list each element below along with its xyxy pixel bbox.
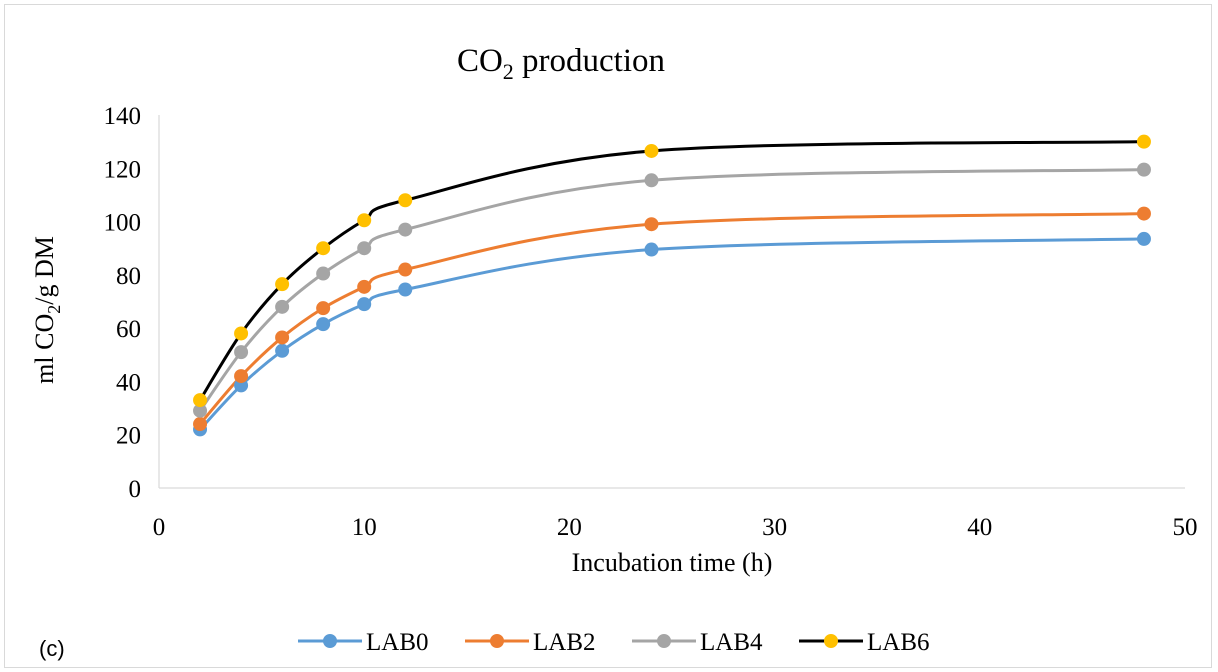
- legend-marker-lab6: [824, 634, 838, 648]
- data-point-lab0: [644, 242, 659, 257]
- data-point-lab4: [316, 266, 331, 281]
- data-point-lab4: [398, 222, 413, 237]
- data-point-lab2: [234, 369, 249, 384]
- co2-production-chart: CO2 production ml CO2/g DM Incubation ti…: [30, 43, 1198, 661]
- legend-marker-lab4: [657, 634, 671, 648]
- legend-label-lab6: LAB6: [867, 629, 930, 656]
- legend-item-lab4: LAB4: [632, 629, 763, 656]
- data-point-lab4: [193, 403, 208, 418]
- data-point-lab6: [398, 193, 413, 208]
- x-tick-label: 40: [967, 514, 992, 541]
- data-point-lab4: [1136, 162, 1151, 177]
- legend-marker-lab0: [323, 634, 337, 648]
- tick-labels: 0 20 40 60 80 100 120 140 0 10 20 30 40 50: [104, 103, 1198, 541]
- axes: [158, 115, 1185, 489]
- data-point-lab6: [275, 277, 290, 292]
- data-point-lab4: [357, 241, 372, 256]
- data-point-lab2: [316, 301, 331, 316]
- panel-label: (c): [39, 636, 65, 661]
- y-tick-label: 60: [116, 316, 141, 343]
- data-point-lab0: [275, 343, 290, 358]
- chart-title: CO2 production: [457, 43, 665, 84]
- legend-label-lab0: LAB0: [366, 629, 429, 656]
- legend-label-lab4: LAB4: [700, 629, 763, 656]
- data-point-lab6: [357, 213, 372, 228]
- y-tick-label: 100: [104, 210, 142, 237]
- x-tick-label: 50: [1173, 514, 1198, 541]
- data-point-lab0: [1136, 231, 1151, 246]
- series-line-lab4: [198, 168, 1144, 412]
- y-tick-label: 20: [116, 423, 141, 450]
- data-point-lab2: [644, 217, 659, 232]
- data-point-lab2: [357, 279, 372, 294]
- data-point-lab4: [234, 345, 249, 360]
- y-tick-label: 0: [129, 476, 142, 503]
- series-line-lab6: [198, 140, 1144, 401]
- x-tick-label: 20: [557, 514, 582, 541]
- y-tick-label: 40: [116, 369, 141, 396]
- x-tick-label: 10: [352, 514, 377, 541]
- data-point-lab0: [316, 317, 331, 332]
- legend-label-lab2: LAB2: [533, 629, 596, 656]
- y-tick-label: 140: [104, 103, 142, 130]
- data-point-lab6: [1136, 134, 1151, 149]
- data-point-lab6: [644, 143, 659, 158]
- x-axis-label: Incubation time (h): [572, 548, 773, 577]
- data-point-lab6: [234, 326, 249, 341]
- legend-item-lab6: LAB6: [799, 629, 930, 656]
- data-point-lab0: [398, 282, 413, 297]
- data-point-lab2: [275, 330, 290, 345]
- x-tick-label: 30: [762, 514, 787, 541]
- data-point-lab6: [193, 393, 208, 408]
- data-point-lab2: [398, 262, 413, 277]
- y-tick-label: 80: [116, 263, 141, 290]
- y-tick-label: 120: [104, 156, 142, 183]
- data-point-lab6: [316, 241, 331, 256]
- data-point-lab4: [275, 299, 290, 314]
- series-line-lab2: [198, 212, 1144, 426]
- data-point-lab0: [357, 297, 372, 312]
- legend-item-lab2: LAB2: [465, 629, 596, 656]
- legend-marker-lab2: [490, 634, 504, 648]
- legend-item-lab0: LAB0: [298, 629, 429, 656]
- legend: LAB0 LAB2 LAB4 LAB6: [298, 629, 930, 656]
- series-lines: [198, 140, 1144, 431]
- series-markers: [193, 134, 1151, 437]
- data-point-lab4: [644, 173, 659, 188]
- series-line-lab0: [198, 237, 1144, 431]
- chart-frame: CO2 production ml CO2/g DM Incubation ti…: [4, 4, 1212, 668]
- y-axis-label: ml CO2/g DM: [30, 236, 64, 384]
- data-point-lab2: [1136, 206, 1151, 221]
- data-point-lab2: [193, 417, 208, 432]
- x-tick-label: 0: [153, 514, 166, 541]
